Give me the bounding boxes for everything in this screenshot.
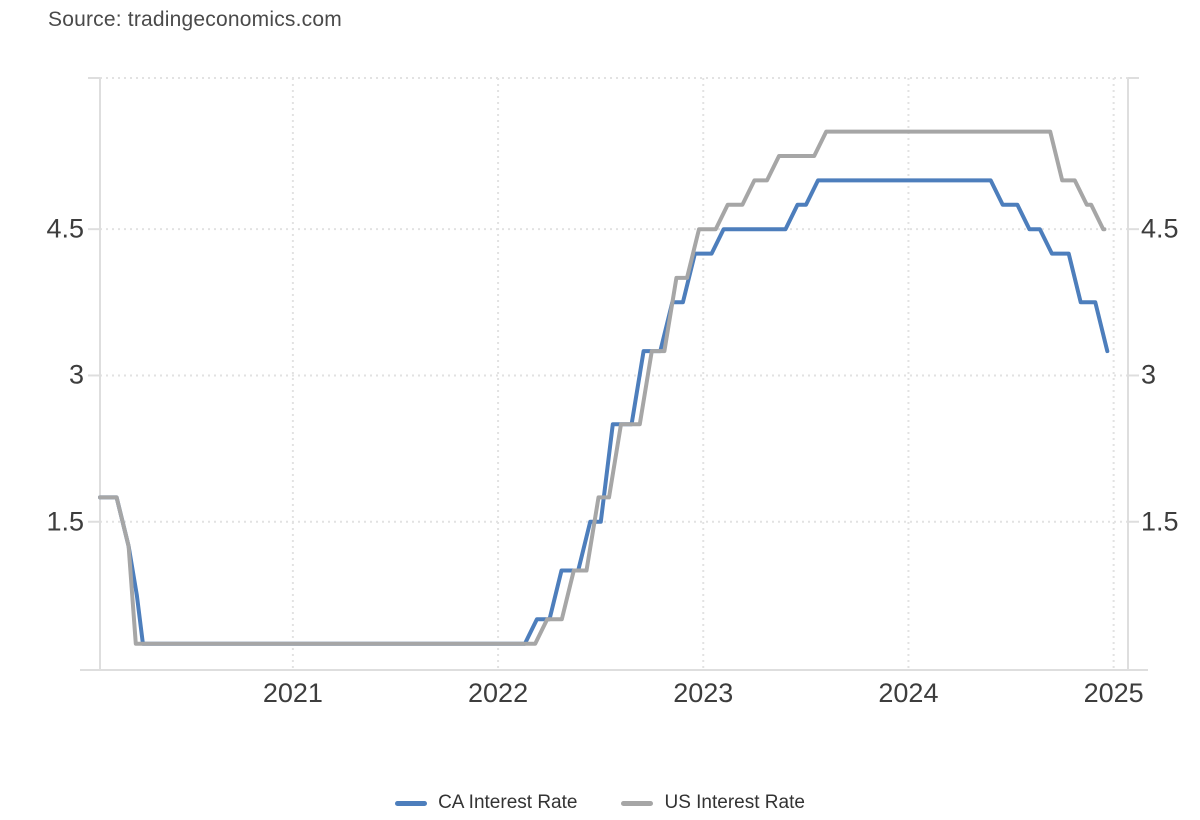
source-label: Source: tradingeconomics.com <box>48 8 342 31</box>
y-axis-label-left: 3 <box>68 359 84 390</box>
x-axis-label: 2021 <box>262 678 323 708</box>
ca-legend-swatch <box>395 800 428 806</box>
legend: CA Interest Rate US Interest Rate <box>0 789 1200 817</box>
legend-item-us[interactable]: US Interest Rate <box>621 792 805 814</box>
ca-legend-label: CA Interest Rate <box>438 792 578 813</box>
y-axis-label-left: 4.5 <box>46 213 84 244</box>
x-axis-label: 2023 <box>673 678 734 708</box>
legend-item-ca[interactable]: CA Interest Rate <box>395 792 577 814</box>
ca-interest-rate-line <box>98 178 1110 646</box>
us-legend-swatch <box>621 800 654 806</box>
x-axis-label: 2025 <box>1083 678 1144 708</box>
x-axis-label: 2024 <box>878 678 939 708</box>
y-axis-label-right: 1.5 <box>1141 506 1179 537</box>
y-axis-label-right: 3 <box>1141 359 1157 390</box>
y-axis-label-right: 4.5 <box>1141 213 1179 244</box>
x-axis-label: 2022 <box>468 678 529 708</box>
us-interest-rate-line <box>98 129 1107 646</box>
us-legend-label: US Interest Rate <box>664 792 805 813</box>
interest-rate-chart[interactable] <box>0 0 1200 770</box>
y-axis-label-left: 1.5 <box>46 506 84 537</box>
